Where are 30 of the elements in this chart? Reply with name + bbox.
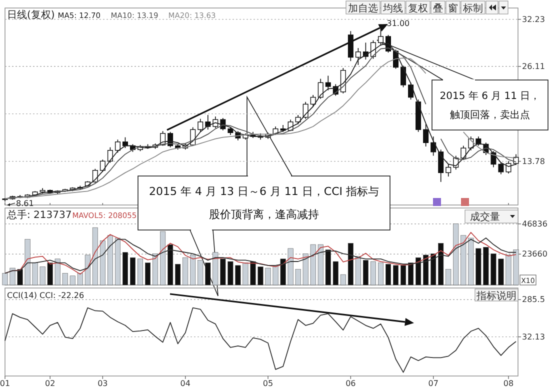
x-tick-label: 02 xyxy=(44,379,56,388)
annotation: 2015 年 6 月 11 日，触顶回落，卖出点 xyxy=(440,90,540,121)
y-tick-label: 23660 xyxy=(522,250,548,259)
x-tick-label: 03 xyxy=(98,379,108,388)
annotation: 指标说明 xyxy=(476,290,516,302)
x-tick-label: 06 xyxy=(346,379,356,388)
x-tick-label: 04 xyxy=(180,379,190,388)
x-tick-label: 08 xyxy=(503,379,514,388)
annotation: 加自选 xyxy=(348,2,378,14)
annotation: 8.61 xyxy=(16,199,34,208)
annotation: 均线 xyxy=(382,2,403,14)
x-tick-label: 07 xyxy=(428,379,438,388)
y-tick-label: 32.23 xyxy=(522,14,545,24)
chart-title: CCI(14) CCI: -22.26 xyxy=(7,291,84,300)
chart-title: 日线(复权) xyxy=(7,9,55,21)
chart-title: 总手: 213737 xyxy=(6,209,72,221)
y-tick-label: 46836 xyxy=(522,219,548,228)
y-tick-label: 26.11 xyxy=(522,62,545,71)
annotation: 叠 xyxy=(433,4,443,14)
y-tick-label: 285.5 xyxy=(522,295,545,304)
y-tick-label: 13.78 xyxy=(522,156,545,166)
annotation: 2015 年 4 月 13 日～6 月 11 日，CCI 指标与股价顶背离，逢高减持 xyxy=(148,185,380,221)
y-tick-label: 32.13 xyxy=(522,332,545,342)
annotation: 成交量 xyxy=(470,211,500,223)
x-tick-label: 05 xyxy=(262,379,274,388)
x-tick-label: 01 xyxy=(0,379,10,388)
annotation: 标制 xyxy=(462,2,483,14)
annotation: 复权 xyxy=(408,2,428,14)
annotation: 窗 xyxy=(448,2,458,14)
annotation: 31.00 xyxy=(386,18,410,28)
